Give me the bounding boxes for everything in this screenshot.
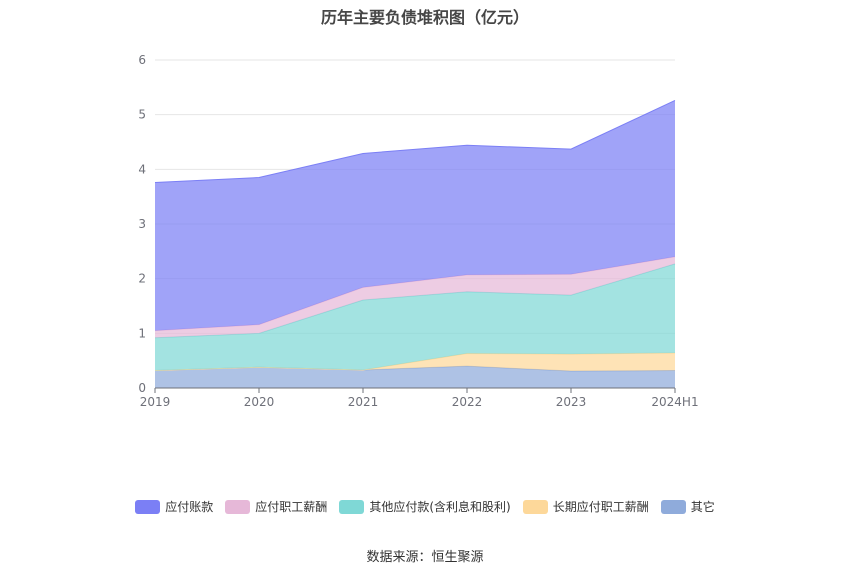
- data-source: 数据来源：恒生聚源: [366, 550, 484, 565]
- legend-label: 其它: [690, 500, 715, 514]
- x-tick-label: 2019: [140, 395, 171, 409]
- x-tick-label: 2023: [556, 395, 587, 409]
- legend-item-long-term-employee-pay[interactable]: 长期应付职工薪酬: [522, 498, 649, 515]
- y-tick-label: 0: [138, 381, 146, 395]
- series-line: [154, 352, 676, 372]
- y-tick-label: 1: [138, 326, 146, 340]
- x-tick-label: 2022: [452, 395, 483, 409]
- y-tick-label: 6: [138, 53, 146, 67]
- legend-swatch: [225, 499, 251, 514]
- legend-swatch: [522, 499, 548, 514]
- legend-label: 长期应付职工薪酬: [552, 500, 649, 514]
- legend-label: 应付职工薪酬: [255, 500, 328, 514]
- legend-label: 其他应付款(含利息和股利): [369, 500, 511, 514]
- legend-item-other-payables[interactable]: 其他应付款(含利息和股利): [339, 498, 511, 515]
- y-tick-label: 5: [138, 108, 146, 122]
- legend-item-others[interactable]: 其它: [660, 498, 715, 515]
- legend-label: 应付账款: [165, 500, 214, 514]
- series-line: [154, 100, 676, 183]
- area-series: [155, 256, 675, 338]
- legend-item-accounts-payable[interactable]: 应付账款: [135, 498, 213, 515]
- x-tick-label: 2021: [348, 395, 379, 409]
- x-tick-label: 2024H1: [651, 395, 698, 409]
- legend-swatch: [135, 499, 161, 514]
- legend-swatch: [339, 499, 365, 514]
- legend-item-employee-pay[interactable]: 应付职工薪酬: [225, 498, 327, 515]
- x-tick-label: 2020: [244, 395, 275, 409]
- area-series: [155, 263, 675, 371]
- y-tick-label: 3: [138, 217, 146, 231]
- chart-title: 历年主要负债堆积图（亿元）: [320, 8, 529, 27]
- y-tick-label: 4: [138, 162, 146, 176]
- y-tick-label: 2: [138, 272, 146, 286]
- legend-swatch: [660, 499, 686, 514]
- area-series: [155, 366, 675, 388]
- area-series: [155, 100, 675, 331]
- legend: 应付账款 应付职工薪酬 其他应付款(含利息和股利) 长期应付职工薪酬 其它: [0, 498, 850, 515]
